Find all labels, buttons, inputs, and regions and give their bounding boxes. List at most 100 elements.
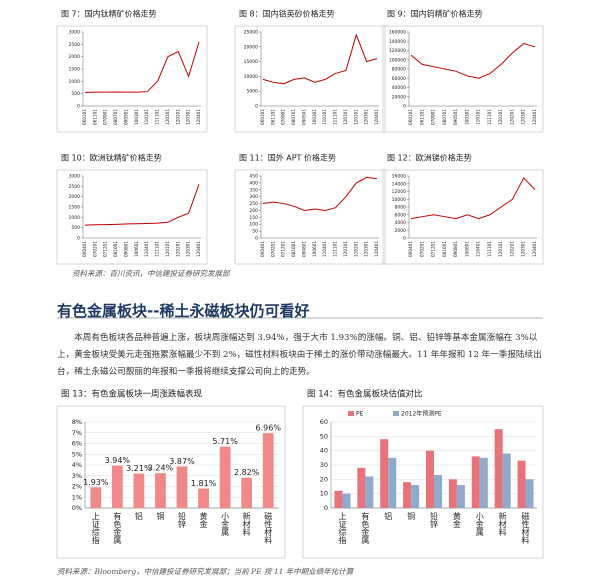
value-label: 3.21% [126,464,152,473]
x-tick-label: 铝 [134,511,143,521]
y-tick-label: 0 [77,236,80,242]
y-tick-label: 0 [403,104,406,110]
y-tick-label: 0 [403,236,406,242]
y-tick-label: 7% [72,429,82,437]
bar [219,446,231,508]
x-tick-label: 120101 [165,109,170,125]
x-tick-label: 上证综指 [338,512,347,545]
chart-title: 图 8：国内锆英砂价格走势 [239,9,335,19]
y-tick-label: 10000 [392,197,406,203]
chart-title: 图 7：国内钛精矿价格走势 [61,9,157,19]
y-tick-label: 300 [249,194,258,200]
bar [176,466,188,508]
bar [133,473,145,508]
y-tick-label: 250 [249,201,258,207]
bar [388,457,397,508]
bar [525,479,534,508]
y-tick-label: 5000 [247,89,259,95]
y-tick-label: 8000 [395,205,407,211]
x-tick-label: 120301 [521,109,526,125]
x-tick-label: 060101 [82,109,87,125]
value-label: 1.81% [191,479,217,488]
legend-label: PE [356,411,364,418]
y-tick-label: 14000 [392,181,406,187]
x-tick-label: 黄金 [199,511,208,528]
y-tick-label: 12000 [392,189,406,195]
x-tick-label: 110401 [144,241,149,257]
y-tick-label: 1000 [69,79,81,85]
y-tick-label: 3% [72,472,82,480]
y-tick-label: 60000 [392,76,406,82]
y-tick-label: 1500 [69,205,81,211]
bar [262,433,274,508]
y-tick-label: 3000 [69,174,81,180]
x-tick-label: 060401 [260,241,265,257]
x-tick-label: 120401 [196,241,201,257]
bar [90,487,102,508]
bar [241,477,253,508]
value-label: 1.93% [83,478,109,487]
y-tick-label: 6% [72,440,82,448]
y-tick-label: 1000 [69,215,81,221]
y-tick-label: 2000 [69,54,81,60]
x-tick-label: 120401 [196,109,201,125]
x-tick-label: 100601 [312,241,317,257]
price-line [262,176,378,211]
y-tick-label: 4000 [395,220,407,226]
x-tick-label: 090501 [301,109,306,125]
chart-frame [234,25,386,133]
x-tick-label: 铝 [384,511,393,521]
chart-frame [382,169,544,265]
chart-title: 图 13：有色金属板块一周涨跌幅表现 [61,389,203,400]
x-tick-label: 100301 [134,109,139,125]
x-tick-label: 小金属 [475,512,484,537]
x-tick-label: 120201 [175,109,180,125]
x-tick-label: 070901 [103,109,108,125]
y-tick-label: 0% [72,504,82,512]
value-label: 3.87% [169,457,195,466]
chart-frame [56,405,286,559]
x-tick-label: 081001 [291,241,296,257]
chart-frame [302,405,544,559]
y-tick-label: 15000 [244,59,258,65]
y-tick-label: 16000 [392,174,406,180]
x-tick-label: 120101 [343,109,348,125]
x-tick-label: 110101 [144,109,149,125]
y-tick-label: 200 [249,208,258,214]
x-tick-label: 060401 [82,241,87,257]
x-tick-label: 090501 [453,109,458,125]
x-tick-label: 090801 [123,241,128,257]
value-label: 3.94% [105,456,131,465]
y-tick-label: 160000 [389,30,406,36]
x-tick-label: 120301 [364,109,369,125]
x-tick-label: 120201 [509,241,514,257]
value-label: 2.82% [234,468,260,477]
x-tick-label: 110101 [476,109,481,125]
x-tick-label: 120101 [498,241,503,257]
x-tick-label: 120401 [532,241,537,257]
x-tick-label: 061101 [92,109,97,125]
x-tick-label: 110101 [322,109,327,125]
y-tick-label: 350 [249,187,258,193]
x-tick-label: 100301 [312,109,317,125]
chart-frame [56,25,208,133]
bar [334,490,343,508]
x-tick-label: 铅锌 [178,511,187,529]
x-tick-label: 120401 [374,241,379,257]
y-tick-label: 150 [249,215,258,221]
x-tick-label: 120201 [353,241,358,257]
y-tick-label: 10000 [244,74,258,80]
bar [448,479,457,508]
bar [403,482,412,508]
chart-frame [234,169,386,265]
y-tick-label: 1% [72,493,82,501]
x-tick-label: 060101 [260,109,265,125]
bar [479,457,488,508]
section-heading: 有色金属板块--稀土永磁板块仍可看好 [57,302,310,320]
x-tick-label: 120201 [509,109,514,125]
legend-swatch [393,411,399,416]
y-tick-label: 4% [72,461,82,469]
x-tick-label: 120101 [165,241,170,257]
x-tick-label: 061101 [419,109,424,125]
x-tick-label: 120301 [364,241,369,257]
